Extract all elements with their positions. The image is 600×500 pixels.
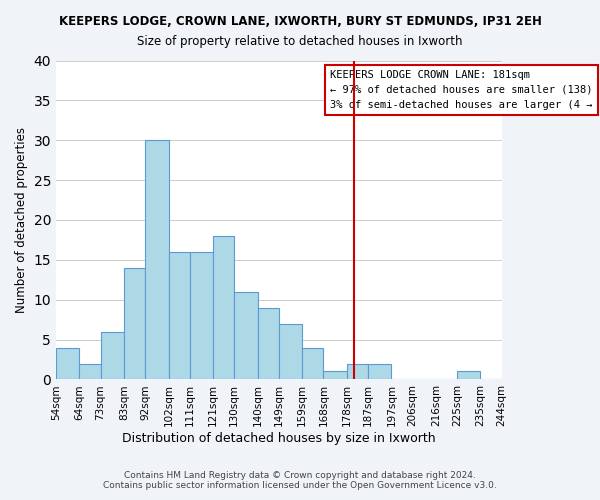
Bar (323, 372, 347, 380)
Text: Size of property relative to detached houses in Ixworth: Size of property relative to detached ho… (137, 35, 463, 48)
Bar (124, 268, 145, 380)
Bar (56, 348, 79, 380)
Text: KEEPERS LODGE, CROWN LANE, IXWORTH, BURY ST EDMUNDS, IP31 2EH: KEEPERS LODGE, CROWN LANE, IXWORTH, BURY… (59, 15, 541, 28)
Text: Contains HM Land Registry data © Crown copyright and database right 2024.
Contai: Contains HM Land Registry data © Crown c… (103, 470, 497, 490)
Bar (279, 324, 302, 380)
Text: KEEPERS LODGE CROWN LANE: 181sqm
← 97% of detached houses are smaller (138)
3% o: KEEPERS LODGE CROWN LANE: 181sqm ← 97% o… (330, 70, 593, 110)
Bar (368, 364, 391, 380)
Bar (101, 332, 124, 380)
Bar (169, 252, 190, 380)
Bar (79, 364, 101, 380)
Bar (213, 236, 234, 380)
Bar (234, 292, 257, 380)
Bar (257, 308, 279, 380)
X-axis label: Distribution of detached houses by size in Ixworth: Distribution of detached houses by size … (122, 432, 436, 445)
Y-axis label: Number of detached properties: Number of detached properties (15, 127, 28, 313)
Bar (190, 252, 213, 380)
Bar (347, 364, 368, 380)
Bar (457, 372, 481, 380)
Bar (302, 348, 323, 380)
Bar (145, 140, 169, 380)
